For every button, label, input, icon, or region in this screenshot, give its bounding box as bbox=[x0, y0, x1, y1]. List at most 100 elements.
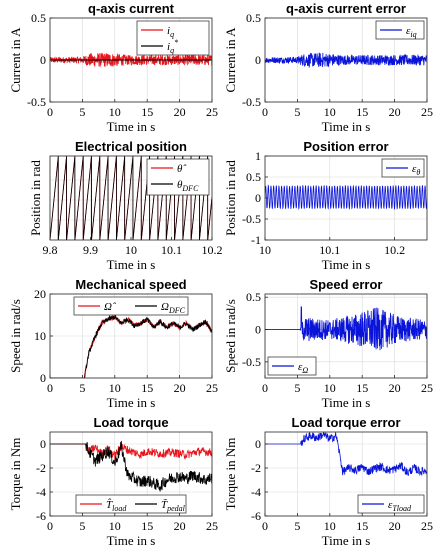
x-tick-label: 15 bbox=[141, 519, 153, 533]
chart-title: Mechanical speed bbox=[75, 277, 186, 292]
y-tick-label: 0 bbox=[255, 191, 261, 205]
y-axis-label: Speed in rad/s bbox=[8, 299, 23, 373]
legend-label: T̂load bbox=[106, 498, 127, 513]
legend-label: ΩDFC bbox=[161, 301, 186, 315]
series-line-1 bbox=[265, 52, 427, 69]
y-axis-label: Position in rad bbox=[28, 160, 43, 236]
x-tick-label: 0 bbox=[47, 381, 53, 395]
legend-label: εTload bbox=[388, 499, 412, 513]
x-tick-label: 0 bbox=[262, 519, 268, 533]
y-tick-label: 0 bbox=[255, 53, 261, 67]
x-tick-label: 15 bbox=[356, 381, 368, 395]
y-axis-label: Torque in Nm bbox=[8, 438, 23, 511]
legend-label: εΩ bbox=[298, 361, 308, 375]
x-tick-label: 5 bbox=[294, 519, 300, 533]
subplot-7: 0 5 10 15 20 25 -6 -4 -2 0 Load torque Time in s Tor… bbox=[8, 415, 218, 548]
x-tick-label: 25 bbox=[421, 519, 433, 533]
x-tick-label: 20 bbox=[174, 381, 186, 395]
data-layer bbox=[50, 440, 212, 492]
subplot-5: 0 5 10 15 20 25 0 10 20 Mechanical speed Time in s… bbox=[8, 277, 218, 410]
legend-label: θDFC bbox=[177, 179, 199, 193]
legend-box bbox=[357, 494, 425, 514]
series-line-2 bbox=[50, 314, 212, 378]
chart-title: Speed error bbox=[310, 277, 383, 292]
legend: T̂load T̃pedal bbox=[75, 494, 187, 514]
legend-label: εiq bbox=[406, 25, 417, 39]
axes-frame bbox=[49, 431, 213, 517]
series-line-2 bbox=[50, 440, 212, 492]
legend-box bbox=[75, 494, 187, 514]
x-tick-label: 10 bbox=[109, 105, 121, 119]
y-axis-label: Torque in Nm bbox=[223, 438, 238, 511]
series-line-2 bbox=[50, 156, 212, 240]
y-tick-label: 0 bbox=[40, 371, 46, 385]
y-axis-label: Current in A bbox=[8, 27, 23, 93]
chart-title: Electrical position bbox=[75, 139, 187, 154]
x-axis-label: Time in s bbox=[107, 395, 156, 410]
x-tick-label: 25 bbox=[421, 381, 433, 395]
data-layer bbox=[50, 156, 212, 240]
legend-label: iq* bbox=[167, 38, 178, 55]
x-tick-label: 10.1 bbox=[319, 243, 340, 257]
y-tick-label: 0 bbox=[255, 437, 261, 451]
x-tick-label: 0 bbox=[47, 105, 53, 119]
x-tick-label: 10.1 bbox=[161, 243, 182, 257]
axes-frame bbox=[264, 293, 428, 379]
x-tick-label: 25 bbox=[206, 381, 218, 395]
subplot-8: 0 5 10 15 20 25 -6 -4 -2 0 Load torque error Time i… bbox=[223, 415, 433, 548]
legend: Ω̂ ΩDFC bbox=[73, 296, 189, 316]
y-tick-label: 1 bbox=[255, 149, 261, 163]
data-layer bbox=[265, 306, 427, 351]
x-tick-label: 15 bbox=[356, 105, 368, 119]
series-line-1 bbox=[265, 432, 427, 477]
y-axis-label: Current in A bbox=[223, 27, 238, 93]
series-line-1 bbox=[50, 52, 212, 68]
data-layer bbox=[265, 52, 427, 69]
series-line-1 bbox=[50, 314, 212, 378]
data-layer bbox=[265, 432, 427, 477]
subplot-4: 10 10.1 10.2 -1 -0.5 0 0.5 1 Position error Time … bbox=[223, 139, 428, 272]
y-tick-label: -1 bbox=[251, 233, 261, 247]
x-tick-label: 10 bbox=[109, 519, 121, 533]
legend-label: iq bbox=[167, 25, 174, 39]
x-tick-label: 5 bbox=[294, 105, 300, 119]
y-tick-label: 0 bbox=[255, 323, 261, 337]
legend-label: εθ bbox=[412, 163, 420, 177]
subplot-3: 9.8 9.9 10 10.1 10.2 Electrical position Time … bbox=[28, 139, 223, 272]
y-tick-label: -4 bbox=[36, 485, 46, 499]
axes-frame bbox=[264, 431, 428, 517]
y-tick-label: -6 bbox=[251, 509, 261, 523]
series-line-1 bbox=[265, 184, 427, 211]
legend-box bbox=[136, 20, 210, 56]
x-tick-label: 25 bbox=[421, 105, 433, 119]
x-tick-label: 5 bbox=[79, 381, 85, 395]
x-tick-label: 0 bbox=[47, 519, 53, 533]
x-tick-label: 20 bbox=[389, 381, 401, 395]
legend: θ̂ θDFC bbox=[146, 158, 210, 196]
legend: εiq bbox=[375, 20, 425, 40]
y-tick-label: -2 bbox=[36, 461, 46, 475]
x-axis-label: Time in s bbox=[322, 533, 371, 548]
y-tick-label: -0.5 bbox=[27, 95, 46, 109]
x-tick-label: 20 bbox=[174, 105, 186, 119]
y-tick-label: -0.5 bbox=[242, 95, 261, 109]
chart-title: Load torque bbox=[93, 415, 168, 430]
chart-title: Position error bbox=[303, 139, 388, 154]
x-axis-label: Time in s bbox=[107, 257, 156, 272]
chart-title: q-axis current error bbox=[286, 1, 406, 16]
x-tick-label: 20 bbox=[174, 519, 186, 533]
x-axis-label: Time in s bbox=[322, 395, 371, 410]
y-tick-label: -6 bbox=[36, 509, 46, 523]
x-axis-label: Time in s bbox=[107, 533, 156, 548]
x-tick-label: 9.9 bbox=[83, 243, 98, 257]
y-tick-label: 20 bbox=[34, 287, 46, 301]
x-tick-label: 10 bbox=[259, 243, 271, 257]
y-tick-label: -0.5 bbox=[242, 355, 261, 369]
y-tick-label: 0 bbox=[40, 53, 46, 67]
x-tick-label: 10 bbox=[324, 519, 336, 533]
legend-label: T̃pedal bbox=[161, 498, 186, 513]
x-tick-label: 10 bbox=[125, 243, 137, 257]
